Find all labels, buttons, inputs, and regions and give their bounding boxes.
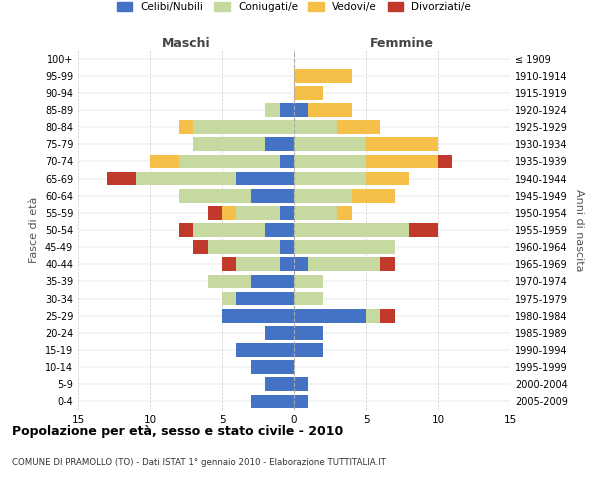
Bar [193,120,294,134]
Bar [294,378,308,391]
Bar [294,326,323,340]
Bar [251,394,294,408]
Bar [107,172,136,185]
Bar [280,240,294,254]
Bar [222,258,236,271]
Bar [179,189,251,202]
Y-axis label: Fasce di età: Fasce di età [29,197,39,263]
Bar [308,258,380,271]
Text: Femmine: Femmine [370,37,434,50]
Bar [294,86,323,100]
Bar [294,172,366,185]
Bar [366,172,409,185]
Bar [294,343,323,357]
Bar [337,120,380,134]
Bar [193,223,265,237]
Bar [208,274,251,288]
Bar [179,154,280,168]
Bar [150,154,179,168]
Legend: Celibi/Nubili, Coniugati/e, Vedovi/e, Divorziati/e: Celibi/Nubili, Coniugati/e, Vedovi/e, Di… [113,0,475,16]
Bar [294,206,337,220]
Bar [136,172,236,185]
Bar [251,189,294,202]
Bar [294,223,409,237]
Bar [280,258,294,271]
Bar [222,206,236,220]
Bar [222,292,236,306]
Bar [294,258,308,271]
Bar [265,326,294,340]
Text: Popolazione per età, sesso e stato civile - 2010: Popolazione per età, sesso e stato civil… [12,425,343,438]
Bar [193,240,208,254]
Bar [236,343,294,357]
Bar [366,309,380,322]
Text: Maschi: Maschi [161,37,211,50]
Bar [208,206,222,220]
Bar [179,120,193,134]
Bar [366,154,438,168]
Bar [193,138,265,151]
Bar [294,120,337,134]
Bar [265,378,294,391]
Bar [366,138,438,151]
Bar [251,360,294,374]
Bar [251,274,294,288]
Bar [280,103,294,117]
Bar [294,274,323,288]
Bar [280,154,294,168]
Bar [294,292,323,306]
Bar [380,258,395,271]
Bar [208,240,280,254]
Bar [294,189,352,202]
Bar [337,206,352,220]
Bar [294,394,308,408]
Bar [380,309,395,322]
Bar [294,240,395,254]
Bar [265,103,280,117]
Bar [294,103,308,117]
Bar [236,292,294,306]
Bar [294,138,366,151]
Bar [294,69,352,82]
Bar [352,189,395,202]
Bar [265,223,294,237]
Text: COMUNE DI PRAMOLLO (TO) - Dati ISTAT 1° gennaio 2010 - Elaborazione TUTTITALIA.I: COMUNE DI PRAMOLLO (TO) - Dati ISTAT 1° … [12,458,386,467]
Bar [294,309,366,322]
Bar [236,258,280,271]
Bar [409,223,438,237]
Bar [222,309,294,322]
Bar [236,206,280,220]
Bar [280,206,294,220]
Bar [236,172,294,185]
Bar [308,103,352,117]
Bar [265,138,294,151]
Y-axis label: Anni di nascita: Anni di nascita [574,188,584,271]
Bar [179,223,193,237]
Bar [294,154,366,168]
Bar [438,154,452,168]
